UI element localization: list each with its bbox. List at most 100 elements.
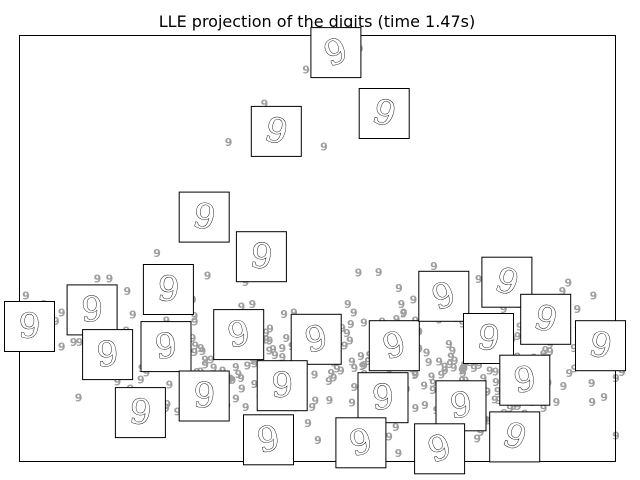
digit-point: 9 bbox=[191, 316, 199, 329]
digit-thumbnail: 9 bbox=[435, 380, 487, 432]
digit-thumbnail: 9 bbox=[418, 270, 470, 322]
digit-point: 9 bbox=[308, 401, 316, 414]
thumbnail-frame bbox=[256, 360, 308, 412]
digit-point: 9 bbox=[560, 380, 568, 393]
digit-point: 9 bbox=[341, 340, 349, 353]
digit-point: 9 bbox=[553, 396, 561, 409]
digit-point: 9 bbox=[94, 272, 102, 285]
digit-point: 9 bbox=[123, 285, 131, 298]
digit-thumbnail: 9 bbox=[310, 27, 362, 79]
digit-point: 9 bbox=[359, 360, 367, 373]
digit-point: 9 bbox=[52, 315, 60, 328]
digit-point: 9 bbox=[320, 140, 328, 153]
digit-point: 9 bbox=[491, 393, 499, 406]
thumbnail-frame bbox=[66, 284, 118, 336]
digit-point: 9 bbox=[191, 346, 199, 359]
digit-point: 9 bbox=[618, 366, 626, 379]
digit-point: 9 bbox=[227, 373, 235, 386]
digit-point: 9 bbox=[314, 434, 322, 447]
handwritten-nine-icon: 9 bbox=[128, 392, 154, 434]
thumbnail-frame bbox=[435, 380, 487, 432]
thumbnail-frame bbox=[414, 423, 466, 475]
digit-point: 9 bbox=[210, 362, 218, 375]
digit-thumbnail: 9 bbox=[368, 320, 420, 372]
digit-point: 9 bbox=[441, 361, 449, 374]
digit-point: 9 bbox=[423, 347, 431, 360]
handwritten-nine-icon: 9 bbox=[192, 375, 216, 416]
digit-point: 9 bbox=[129, 309, 137, 322]
digit-point: 9 bbox=[398, 298, 406, 311]
digit-point: 9 bbox=[516, 321, 524, 334]
digit-point: 9 bbox=[355, 266, 363, 279]
digit-point: 9 bbox=[204, 269, 212, 282]
digit-thumbnail: 9 bbox=[82, 329, 134, 381]
digit-thumbnail: 9 bbox=[256, 360, 308, 412]
digit-point: 9 bbox=[153, 247, 161, 260]
digit-thumbnail: 9 bbox=[243, 414, 294, 466]
digit-point: 9 bbox=[271, 349, 279, 362]
digit-thumbnail: 9 bbox=[499, 354, 551, 406]
digit-point: 9 bbox=[106, 272, 114, 285]
digit-point: 9 bbox=[588, 396, 596, 409]
digit-point: 9 bbox=[429, 384, 437, 397]
digit-point: 9 bbox=[588, 377, 596, 390]
digit-point: 9 bbox=[249, 298, 257, 311]
digit-point: 9 bbox=[189, 332, 197, 345]
digit-point: 9 bbox=[570, 342, 578, 355]
digit-thumbnail: 9 bbox=[66, 284, 118, 336]
digit-point: 9 bbox=[495, 394, 503, 407]
digit-point: 9 bbox=[573, 303, 581, 316]
digit-point: 9 bbox=[278, 342, 286, 355]
digit-point: 9 bbox=[421, 399, 429, 412]
digit-point: 9 bbox=[343, 327, 351, 340]
digit-point: 9 bbox=[235, 368, 243, 381]
digit-point: 9 bbox=[473, 433, 481, 446]
chart-title: LLE projection of the digits (time 1.47s… bbox=[159, 12, 475, 31]
digit-point: 9 bbox=[412, 368, 420, 381]
digit-point: 9 bbox=[350, 381, 358, 394]
digit-point: 9 bbox=[261, 98, 269, 111]
digit-point: 9 bbox=[232, 361, 240, 374]
thumbnail-frame bbox=[140, 321, 192, 373]
thumbnail-frame bbox=[4, 301, 55, 352]
digit-point: 9 bbox=[348, 355, 356, 368]
digit-point: 9 bbox=[564, 277, 572, 290]
digit-point: 9 bbox=[430, 260, 438, 273]
digit-point: 9 bbox=[304, 417, 312, 430]
digit-point: 9 bbox=[346, 334, 354, 347]
digit-point: 9 bbox=[494, 385, 502, 398]
digit-point: 9 bbox=[477, 426, 485, 439]
digit-point: 9 bbox=[492, 376, 500, 389]
digit-point: 9 bbox=[449, 344, 457, 357]
digit-point: 9 bbox=[262, 327, 270, 340]
thumbnail-frame bbox=[575, 320, 626, 372]
digit-point: 9 bbox=[232, 393, 240, 406]
thumbnail-frame bbox=[82, 329, 134, 381]
digit-point: 9 bbox=[282, 332, 290, 345]
digit-point: 9 bbox=[22, 289, 30, 302]
digit-point: 9 bbox=[163, 314, 171, 327]
digit-point: 9 bbox=[412, 402, 420, 415]
digit-point: 9 bbox=[191, 340, 199, 353]
thumbnail-frame bbox=[499, 354, 551, 406]
digit-point: 9 bbox=[344, 298, 352, 311]
digit-thumbnail: 9 bbox=[414, 423, 466, 475]
digit-point: 9 bbox=[392, 421, 400, 434]
digit-point: 9 bbox=[76, 336, 84, 349]
digit-point: 9 bbox=[251, 357, 259, 370]
thumbnail-frame bbox=[235, 231, 287, 283]
digit-point: 9 bbox=[162, 402, 170, 415]
thumbnail-frame bbox=[178, 191, 230, 243]
digit-point: 9 bbox=[75, 391, 83, 404]
digit-point: 9 bbox=[375, 266, 383, 279]
thumbnail-frame bbox=[310, 27, 362, 79]
digit-point: 9 bbox=[425, 356, 433, 369]
thumbnail-frame bbox=[114, 387, 166, 439]
digit-point: 9 bbox=[459, 362, 467, 375]
digit-point: 9 bbox=[395, 282, 403, 295]
digit-point: 9 bbox=[249, 354, 257, 367]
digit-point: 9 bbox=[438, 369, 446, 382]
thumbnail-frame bbox=[335, 417, 387, 469]
digit-point: 9 bbox=[266, 323, 274, 336]
